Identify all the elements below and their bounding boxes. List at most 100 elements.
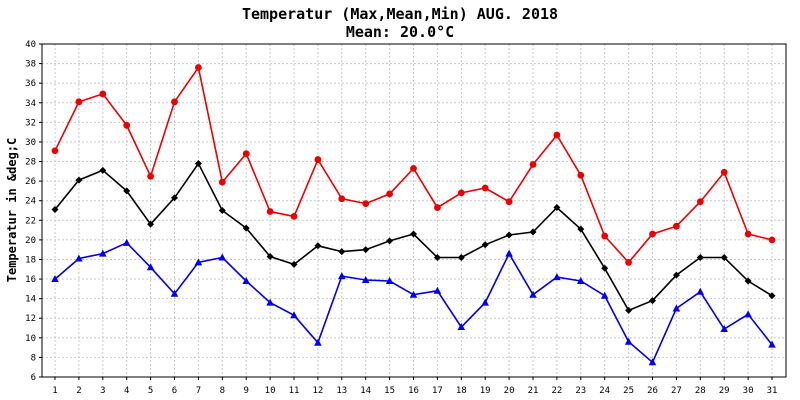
y-tick-label: 14 xyxy=(25,295,36,305)
data-point-min xyxy=(194,258,203,266)
data-point-min xyxy=(481,298,489,306)
data-point-max xyxy=(195,64,202,71)
x-tick-label: 4 xyxy=(124,386,129,396)
data-point-min xyxy=(122,238,131,246)
data-point-mean xyxy=(410,230,417,238)
data-point-max xyxy=(434,204,441,211)
x-tick-label: 2 xyxy=(76,386,81,396)
x-tick-label: 13 xyxy=(336,386,347,396)
data-point-min xyxy=(553,273,561,281)
y-tick-label: 6 xyxy=(31,373,36,383)
data-point-max xyxy=(75,98,83,106)
data-point-min xyxy=(146,263,155,271)
data-point-min xyxy=(361,276,370,284)
data-point-mean xyxy=(51,206,59,214)
data-point-min xyxy=(338,272,346,280)
data-point-max xyxy=(577,171,585,179)
x-tick-label: 21 xyxy=(528,386,539,396)
y-axis-label: Temperatur in &deg;C xyxy=(5,138,19,283)
data-point-mean xyxy=(696,254,704,262)
x-tick-label: 28 xyxy=(695,386,706,396)
series xyxy=(51,64,776,366)
data-point-max xyxy=(99,90,107,98)
data-point-max xyxy=(625,259,632,266)
y-tick-label: 22 xyxy=(25,216,36,226)
x-tick-label: 14 xyxy=(360,386,371,396)
x-tick-label: 19 xyxy=(480,386,491,396)
x-tick-label: 17 xyxy=(432,386,443,396)
data-point-mean xyxy=(314,242,322,250)
data-point-min xyxy=(242,277,250,285)
data-point-min xyxy=(648,358,657,366)
data-point-max xyxy=(123,121,131,129)
data-point-max xyxy=(147,172,155,180)
data-point-max xyxy=(314,156,322,163)
data-point-mean xyxy=(218,207,226,214)
data-point-max xyxy=(744,230,752,238)
x-tick-label: 27 xyxy=(671,386,682,396)
data-point-mean xyxy=(672,271,680,279)
x-tick-label: 30 xyxy=(743,386,754,396)
data-point-mean xyxy=(338,248,346,256)
y-tick-label: 34 xyxy=(25,99,36,109)
x-tick-label: 26 xyxy=(647,386,658,396)
data-point-mean xyxy=(768,292,776,300)
grid xyxy=(42,44,786,377)
x-tick-label: 9 xyxy=(243,386,248,396)
data-point-min xyxy=(314,338,322,346)
data-point-min xyxy=(768,340,776,348)
data-point-max xyxy=(768,236,776,244)
data-point-mean xyxy=(505,231,513,239)
data-point-min xyxy=(600,291,609,299)
data-point-max xyxy=(529,161,537,168)
x-tick-label: 12 xyxy=(312,386,323,396)
y-tick-label: 38 xyxy=(25,60,36,70)
data-point-mean xyxy=(266,253,274,261)
data-point-mean xyxy=(194,159,202,167)
y-tick-label: 8 xyxy=(31,353,36,363)
y-tick-label: 18 xyxy=(25,255,36,265)
data-point-min xyxy=(505,249,513,257)
data-point-mean xyxy=(242,224,250,232)
x-tick-label: 1 xyxy=(52,386,57,396)
y-tick-label: 30 xyxy=(25,138,36,148)
y-tick-label: 40 xyxy=(25,40,36,50)
data-point-min xyxy=(266,298,274,306)
series-min xyxy=(51,238,776,366)
data-point-mean xyxy=(433,254,441,262)
data-point-max xyxy=(505,198,513,206)
data-point-max xyxy=(51,147,59,155)
data-point-mean xyxy=(123,187,131,195)
data-point-min xyxy=(218,253,227,261)
y-tick-label: 32 xyxy=(25,118,36,128)
data-point-mean xyxy=(744,277,752,285)
x-tick-label: 25 xyxy=(623,386,634,396)
data-point-min xyxy=(577,277,585,285)
x-tick-label: 3 xyxy=(100,386,105,396)
data-point-mean xyxy=(577,225,585,233)
data-point-mean xyxy=(75,176,83,184)
x-tick-label: 23 xyxy=(575,386,586,396)
data-point-max xyxy=(457,189,465,197)
y-tick-label: 10 xyxy=(25,334,36,344)
data-point-min xyxy=(170,289,179,297)
data-point-min xyxy=(744,310,752,318)
data-point-min xyxy=(99,249,107,257)
y-tick-label: 20 xyxy=(25,236,36,246)
x-tick-label: 8 xyxy=(220,386,225,396)
data-point-min xyxy=(696,287,705,295)
data-point-min xyxy=(720,325,728,333)
data-point-mean xyxy=(601,264,609,272)
data-point-max xyxy=(673,222,680,230)
y-tick-label: 16 xyxy=(25,275,36,285)
data-point-mean xyxy=(553,204,561,212)
x-tick-label: 10 xyxy=(265,386,276,396)
y-tick-label: 24 xyxy=(25,197,36,207)
data-point-mean xyxy=(720,254,728,262)
x-tick-label: 20 xyxy=(504,386,515,396)
data-point-min xyxy=(290,311,298,319)
x-tick-label: 18 xyxy=(456,386,467,396)
x-tick-label: 7 xyxy=(196,386,201,396)
